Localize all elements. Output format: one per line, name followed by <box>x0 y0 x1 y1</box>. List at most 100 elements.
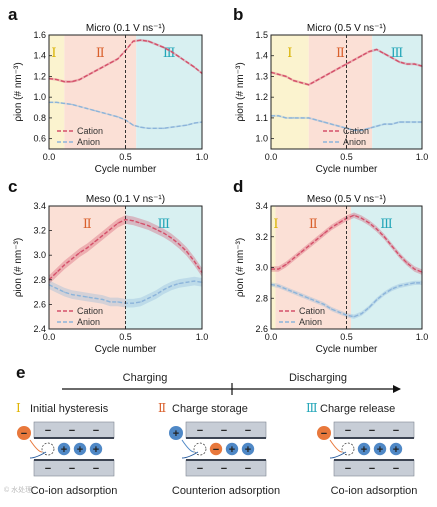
data-point-anion <box>383 293 385 295</box>
data-point-cation <box>300 82 302 84</box>
phase-caption: Co-ion adsorption <box>31 485 118 497</box>
data-point-anion <box>323 303 325 305</box>
wall-charge-sign: − <box>69 425 75 437</box>
data-point-anion <box>353 129 355 131</box>
data-point-cation <box>361 217 363 219</box>
legend-label: Cation <box>77 126 103 136</box>
data-point-anion <box>79 295 81 297</box>
data-point-anion <box>368 306 370 309</box>
y-tick-label: 2.8 <box>255 293 268 303</box>
data-point-anion <box>398 285 400 287</box>
data-point-cation <box>285 263 287 266</box>
legend-label: Cation <box>299 306 325 316</box>
x-tick-label: 0.0 <box>43 152 56 162</box>
data-point-anion <box>86 107 88 110</box>
data-point-cation <box>315 239 317 241</box>
data-point-cation <box>163 232 165 234</box>
data-point-cation <box>413 63 416 65</box>
wall-charge-sign: − <box>69 463 75 475</box>
data-point-cation <box>186 61 188 63</box>
panel-c: Ⅱ Ⅲ 2.4 2.6 2.8 3.0 3.2 3.4 0.0 0.5 1.0 Cycle numbe… <box>8 177 208 355</box>
data-point-anion <box>178 282 180 285</box>
pore-ion <box>373 442 387 456</box>
y-tick-label: 3.4 <box>255 201 268 211</box>
band-anion <box>271 114 422 132</box>
legend-label: Cation <box>343 126 369 136</box>
incoming-ion <box>317 426 331 440</box>
data-point-anion <box>56 101 58 103</box>
wall-charge-sign: − <box>369 463 375 475</box>
data-point-anion <box>117 301 119 303</box>
legend-label: Anion <box>299 317 322 327</box>
x-tick-label: 1.0 <box>196 152 209 162</box>
wall-charge-sign: − <box>345 463 351 475</box>
data-point-anion <box>277 115 280 117</box>
y-tick-label: 3.4 <box>33 201 46 211</box>
data-point-anion <box>323 121 325 123</box>
data-point-anion <box>147 297 150 299</box>
data-point-anion <box>315 119 317 121</box>
data-point-anion <box>155 293 157 296</box>
region-numeral-II: Ⅱ <box>336 46 345 61</box>
data-point-cation <box>361 55 363 57</box>
flow-arrow-out <box>329 451 347 459</box>
y-tick-label: 1.2 <box>33 71 46 81</box>
region-numeral-II: Ⅱ <box>83 217 92 232</box>
incoming-ion-sign: − <box>321 428 327 440</box>
y-tick-label: 1.3 <box>255 71 268 81</box>
data-point-anion <box>163 289 165 291</box>
panel-letter: e <box>16 363 25 382</box>
data-point-cation <box>117 222 119 224</box>
data-point-anion <box>330 308 332 310</box>
region-numeral-I: Ⅰ <box>273 217 278 232</box>
data-point-cation <box>406 262 408 264</box>
region-II <box>64 35 137 149</box>
y-tick-label: 2.6 <box>33 299 46 309</box>
data-point-cation <box>155 43 157 45</box>
y-tick-label: 3.2 <box>33 226 46 236</box>
phase-caption: Co-ion adsorption <box>331 485 418 497</box>
region-numeral-III: Ⅲ <box>163 46 176 61</box>
incoming-ion <box>17 426 31 440</box>
data-point-cation <box>117 58 119 60</box>
wall-charge-sign: − <box>45 463 51 475</box>
data-point-cation <box>147 40 150 42</box>
data-point-cation <box>323 75 325 78</box>
data-point-anion <box>345 314 348 316</box>
flow-arrow-out <box>181 451 199 459</box>
phase-title: Initial hysteresis <box>30 403 109 415</box>
data-point-cation <box>383 53 385 55</box>
data-point-anion <box>86 296 88 298</box>
data-point-cation <box>323 233 325 235</box>
data-point-anion <box>178 125 180 127</box>
region-III <box>372 35 422 149</box>
data-point-anion <box>71 293 73 296</box>
data-point-cation <box>368 50 370 53</box>
y-tick-label: 1.5 <box>255 30 268 40</box>
region-numeral-I: Ⅰ <box>51 46 56 61</box>
phase-numeral: Ⅲ <box>306 401 318 415</box>
data-point-cation <box>163 46 165 49</box>
data-point-cation <box>170 50 172 53</box>
wall-charge-sign: − <box>245 463 251 475</box>
data-point-anion <box>170 285 172 287</box>
data-point-cation <box>132 220 134 222</box>
data-point-cation <box>109 62 111 64</box>
charging-label: Charging <box>123 372 168 384</box>
data-point-anion <box>94 110 96 112</box>
data-point-cation <box>376 48 378 51</box>
x-tick-label: 0.0 <box>265 152 278 162</box>
data-point-anion <box>308 297 310 299</box>
y-tick-label: 1.0 <box>255 134 268 144</box>
phase-1: Ⅰ Initial hysteresis− − −− − −+ + +−Co-ion adso… <box>16 401 117 497</box>
data-point-anion <box>63 291 65 293</box>
band-cation <box>271 212 422 275</box>
x-tick-label: 0.5 <box>340 332 353 342</box>
pore-ion-sign: + <box>393 444 399 456</box>
y-tick-label: 3.0 <box>255 263 268 273</box>
data-point-anion <box>406 283 408 286</box>
wall-charge-sign: − <box>345 425 351 437</box>
y-tick-label: 3.2 <box>255 232 268 242</box>
region-I <box>49 35 65 149</box>
